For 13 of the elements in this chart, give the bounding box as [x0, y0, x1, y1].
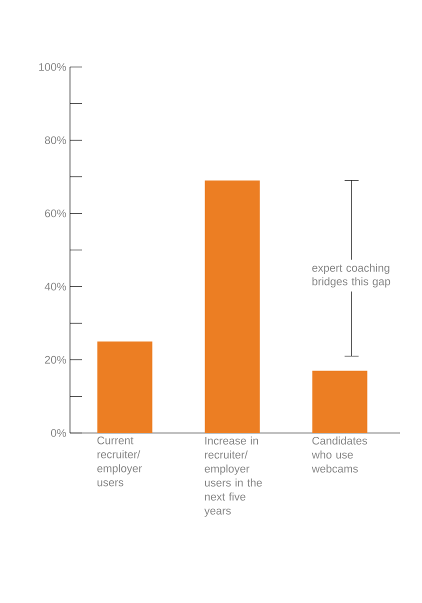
y-tick-label: 0%	[50, 429, 66, 437]
y-tick-label: 20%	[45, 356, 66, 364]
annotation: expert coaching bridges this gap	[312, 264, 390, 288]
x-tick-label: Current recruiter/ employer users	[97, 436, 142, 486]
bar	[312, 370, 368, 433]
y-tick-label: 40%	[44, 282, 66, 290]
x-tick-label: Candidates who use webcams	[312, 436, 368, 473]
bar	[204, 180, 260, 433]
y-tick-label: 80%	[44, 136, 66, 144]
y-tick-label: 100%	[39, 63, 66, 71]
y-tick-label: 60%	[45, 210, 66, 218]
bar	[97, 342, 152, 433]
x-tick-label: Increase in recruiter/ employer users in the next five years	[204, 436, 262, 517]
